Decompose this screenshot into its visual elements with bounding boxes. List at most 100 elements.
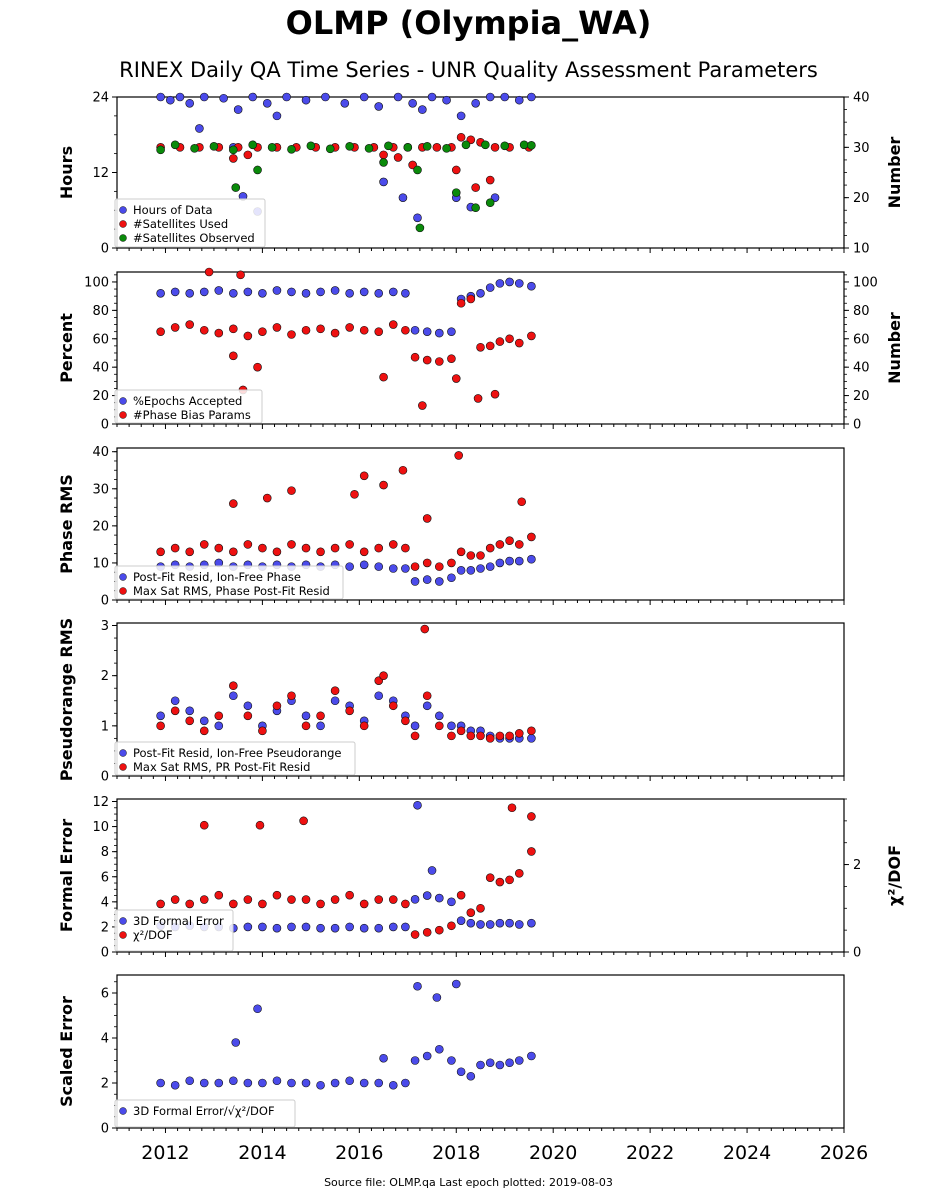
data-point [330,696,340,706]
data-point [272,1076,282,1086]
data-point [379,177,388,187]
data-point [340,98,350,108]
y-tick-label: 12 [92,795,109,810]
data-point [456,916,466,925]
data-point [454,451,463,460]
data-point [505,875,514,885]
data-point [258,327,267,336]
data-point [345,890,354,900]
data-point [301,325,311,335]
data-point [393,92,403,102]
data-point [435,1044,444,1054]
data-point [325,144,335,154]
data-point [517,497,526,507]
data-point [330,543,340,553]
x-tick-label: 2024 [723,1142,771,1164]
y-right-tick-label: 40 [853,91,870,106]
data-point [413,213,422,223]
data-point [214,328,224,338]
series-green [156,140,536,233]
data-point [282,92,291,102]
data-point [166,95,175,105]
data-point [456,726,466,736]
data-point [301,711,311,721]
data-point [199,287,209,297]
x-tick-label: 2016 [335,1142,383,1164]
y-right-axis-label: Number [885,137,904,209]
data-point [272,547,282,557]
data-point [500,141,510,151]
y-tick-label: 40 [92,445,109,460]
data-point [495,877,505,887]
data-point [505,918,514,928]
data-point [253,362,262,372]
data-point [316,923,325,933]
data-point [199,820,209,830]
data-point [476,551,485,560]
data-point [229,499,238,508]
data-point [527,918,536,928]
legend-marker [119,931,127,939]
y-tick-label: 0 [101,594,109,609]
data-point [432,993,442,1002]
data-point [258,726,267,736]
y-axis-label: Phase RMS [57,474,76,574]
legend-box [114,741,356,776]
legend-marker [119,397,127,405]
legend-marker [119,749,127,757]
data-point [262,98,272,108]
data-point [442,95,451,105]
y-tick-label: 6 [101,987,109,1002]
data-point [420,624,430,634]
data-point [316,547,325,557]
data-point [527,847,536,856]
legend-entry: #Satellites Observed [133,231,255,245]
data-point [393,153,403,162]
data-point [447,731,456,741]
data-point [505,277,514,287]
data-point [231,1038,241,1047]
data-point [519,140,529,150]
data-point [170,1080,180,1090]
data-point [461,140,471,150]
y-tick-label: 100 [84,275,109,290]
y-tick-label: 10 [92,556,109,571]
y-tick-label: 6 [101,870,109,885]
data-point [243,701,253,711]
data-point [485,562,495,571]
data-point [316,324,325,334]
data-point [401,325,410,335]
data-point [229,691,238,701]
x-tick-label: 2014 [238,1142,286,1164]
data-point [505,731,514,741]
legend-entry: Post-Fit Resid, Ion-Free Pseudorange [133,746,341,760]
data-point [214,711,224,721]
y-right-tick-label: 80 [853,304,870,319]
data-point [514,869,524,878]
data-point [185,716,194,726]
data-point [410,325,420,335]
data-point [345,289,354,298]
data-point [495,337,505,346]
data-point [243,922,253,932]
data-point [272,701,282,711]
data-point [410,930,420,939]
legend-entry: 3D Formal Error [133,914,224,928]
y-tick-label: 8 [101,845,109,860]
data-point [287,922,296,932]
data-point [229,899,238,909]
data-point [485,920,495,929]
data-point [476,731,485,741]
data-point [379,372,388,382]
data-point [422,891,432,900]
data-point [287,330,296,339]
y-right-tick-label: 0 [853,946,861,961]
data-point [156,92,165,102]
data-point [418,401,427,410]
y-tick-label: 12 [92,166,109,181]
data-point [272,111,282,121]
data-point [185,899,194,909]
data-point [219,93,228,103]
data-point [185,320,194,329]
data-point [527,92,536,102]
